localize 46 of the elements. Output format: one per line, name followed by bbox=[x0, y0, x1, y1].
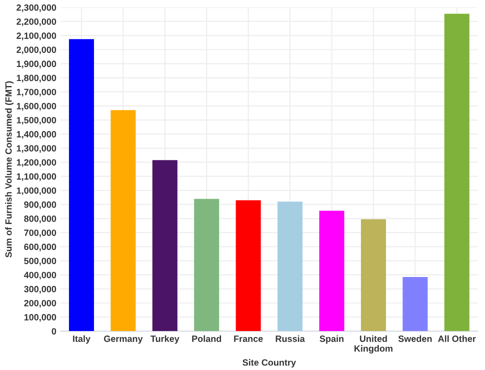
bar bbox=[68, 39, 94, 332]
y-tick-label: 1,900,000 bbox=[16, 60, 56, 68]
x-axis-title: Site Country bbox=[242, 359, 296, 368]
y-tick-label: 2,000,000 bbox=[16, 46, 56, 54]
y-tick-label: 800,000 bbox=[24, 216, 56, 224]
y-tick-label: 100,000 bbox=[24, 314, 56, 322]
y-tick-label: 1,000,000 bbox=[16, 187, 56, 196]
bar bbox=[194, 198, 220, 332]
y-tick-label: 2,300,000 bbox=[16, 4, 56, 12]
x-tick-label: Italy bbox=[73, 335, 90, 344]
y-tick-label: 1,600,000 bbox=[16, 102, 56, 111]
x-tick-label: All Other bbox=[438, 335, 476, 342]
y-tick-label: 0 bbox=[52, 328, 56, 335]
x-tick-label: Turkey bbox=[150, 335, 180, 344]
y-tick-label: 1,800,000 bbox=[16, 74, 56, 82]
y-axis-title: Sum of Furnish Volume Consumed (FMT) bbox=[5, 81, 14, 258]
x-tick-label: United Kingdom bbox=[354, 335, 392, 354]
x-tick-label: Germany bbox=[104, 336, 143, 344]
bar bbox=[152, 160, 178, 332]
y-tick-label: 2,100,000 bbox=[16, 32, 56, 40]
x-tick-label: Sweden bbox=[398, 335, 432, 342]
y-tick-label: 1,400,000 bbox=[16, 131, 56, 139]
y-tick-label: 300,000 bbox=[24, 286, 56, 294]
y-tick-label: 1,500,000 bbox=[16, 116, 56, 125]
y-tick-label: 500,000 bbox=[24, 258, 56, 266]
bar bbox=[319, 210, 344, 332]
x-tick-label: France bbox=[234, 336, 263, 342]
bar bbox=[110, 110, 136, 332]
y-tick-label: 1,100,000 bbox=[16, 173, 56, 181]
bar bbox=[278, 202, 303, 332]
y-tick-label: 600,000 bbox=[24, 244, 56, 252]
bar bbox=[236, 200, 261, 332]
y-tick-label: 1,200,000 bbox=[16, 159, 56, 167]
bar bbox=[402, 276, 428, 332]
y-tick-label: 1,300,000 bbox=[16, 145, 56, 153]
x-tick-label: Spain bbox=[320, 335, 344, 344]
y-tick-label: 400,000 bbox=[24, 272, 56, 280]
bar bbox=[444, 14, 470, 332]
y-tick-label: 1,700,000 bbox=[16, 88, 56, 97]
x-tick-label: Russia bbox=[276, 335, 305, 342]
y-tick-label: 200,000 bbox=[24, 300, 56, 308]
y-tick-label: 900,000 bbox=[24, 201, 56, 210]
bar bbox=[360, 219, 386, 332]
y-tick-label: 700,000 bbox=[24, 230, 56, 238]
y-tick-label: 2,200,000 bbox=[16, 18, 56, 26]
x-tick-label: Poland bbox=[192, 335, 222, 342]
